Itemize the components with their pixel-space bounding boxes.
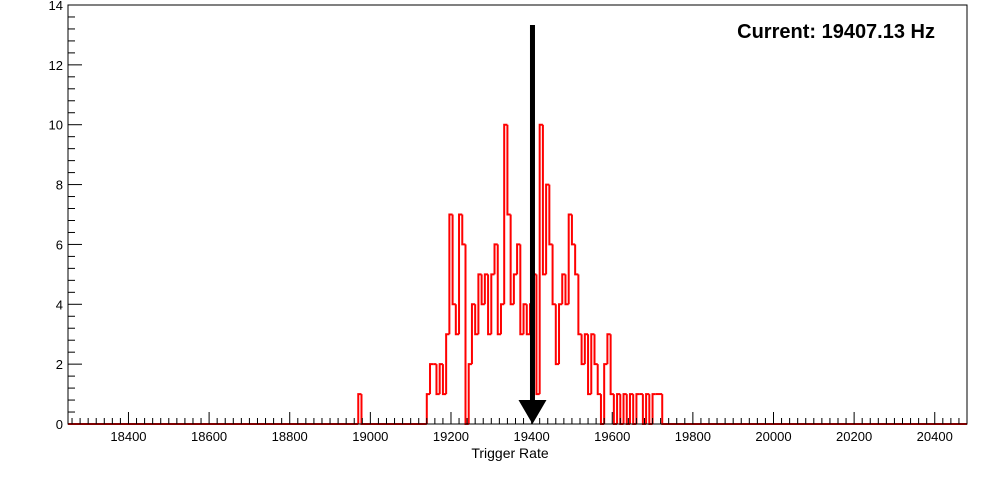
- histogram-bin: [596, 364, 601, 396]
- histogram-bin: [587, 334, 592, 396]
- histogram-bin: [512, 273, 518, 305]
- histogram-bin: [580, 334, 585, 366]
- x-tick-label: 20200: [836, 429, 872, 444]
- histogram-bin: [635, 393, 640, 424]
- x-tick-label: 18400: [110, 429, 146, 444]
- histogram-bin: [561, 273, 566, 305]
- histogram-bin: [425, 393, 431, 424]
- histogram-bin: [461, 214, 466, 246]
- arrow-head: [518, 400, 547, 424]
- y-tick-label: 10: [49, 118, 63, 133]
- histogram-bin: [590, 333, 595, 395]
- histogram-bin: [628, 393, 634, 424]
- x-tick-label: 20400: [917, 429, 953, 444]
- histogram-bin: [487, 274, 492, 336]
- histogram-bin: [609, 334, 614, 396]
- histogram-bin: [583, 333, 589, 365]
- histogram-bin: [567, 213, 572, 305]
- histogram-bin: [564, 274, 569, 306]
- histogram-bin: [493, 243, 498, 275]
- histogram-bin: [503, 123, 508, 305]
- histogram-bin: [509, 214, 514, 306]
- x-tick-label: 18600: [191, 429, 227, 444]
- y-tick-label: 8: [56, 178, 63, 193]
- histogram-bin: [451, 214, 456, 306]
- histogram-bin: [651, 393, 656, 424]
- histogram-bin: [480, 274, 485, 306]
- histogram-bin: [606, 333, 611, 365]
- current-rate-annotation: Current: 19407.13 Hz: [737, 21, 935, 43]
- histogram-bin: [496, 244, 501, 336]
- plot-frame: [67, 4, 968, 425]
- histogram-bin: [467, 363, 472, 424]
- histogram-bin: [541, 124, 547, 276]
- histogram-bin: [616, 393, 621, 424]
- histogram-bin: [593, 334, 598, 366]
- histogram-bin: [522, 303, 527, 335]
- x-tick-label: 20000: [755, 429, 791, 444]
- histogram-bin: [477, 273, 482, 335]
- x-axis-label: Trigger Rate: [471, 445, 549, 461]
- histogram-bin: [545, 183, 550, 275]
- y-tick-label: 0: [56, 417, 63, 432]
- y-axis: 0 2 4 6 8 10 12 14: [49, 0, 82, 432]
- y-tick-label: 4: [56, 297, 63, 312]
- histogram-bin: [474, 304, 479, 336]
- y-tick-label: 14: [49, 0, 63, 13]
- histogram-bin: [438, 363, 443, 395]
- histogram-bin: [516, 243, 521, 275]
- x-tick-label: 19000: [352, 429, 388, 444]
- x-tick-label: 19800: [675, 429, 711, 444]
- x-tick-label: 19200: [433, 429, 469, 444]
- histogram-bin: [506, 124, 511, 216]
- x-tick-label: 19600: [594, 429, 630, 444]
- histogram-bin: [603, 363, 608, 424]
- y-tick-label: 2: [56, 357, 63, 372]
- y-tick-label: 6: [56, 237, 63, 252]
- histogram-bin: [429, 363, 434, 395]
- histogram-bin: [519, 244, 524, 336]
- histogram-bin: [570, 214, 576, 246]
- histogram-bin: [448, 213, 453, 335]
- histogram-bin: [574, 244, 579, 276]
- histogram-bin: [538, 123, 543, 395]
- histogram-bin: [490, 273, 495, 335]
- y-tick-label: 12: [49, 58, 63, 73]
- histogram-bin: [470, 303, 476, 365]
- histogram-bin: [357, 393, 362, 424]
- histogram-bin: [454, 304, 460, 336]
- histogram-bin: [551, 244, 556, 306]
- histogram-bin: [554, 304, 560, 366]
- x-tick-label: 19400: [514, 429, 550, 444]
- histogram-bin: [441, 364, 447, 396]
- histogram-bin: [535, 274, 540, 396]
- current-rate-arrow: [518, 25, 547, 424]
- histogram-bin: [622, 393, 627, 424]
- histogram-bin: [483, 273, 489, 305]
- histogram-bin: [645, 393, 650, 424]
- histogram-bin: [525, 304, 530, 336]
- histogram-bin: [548, 184, 553, 246]
- x-tick-label: 18800: [272, 429, 308, 444]
- histogram-bin: [499, 303, 505, 335]
- histogram-bin: [435, 364, 440, 396]
- x-axis: 18400 18600 18800 19000 19200 19400 19600 19800…: [71, 412, 968, 444]
- histogram-bin: [558, 303, 563, 365]
- histogram-bin: [577, 274, 582, 336]
- histogram-bin: [458, 213, 463, 335]
- histogram-bin: [445, 333, 450, 395]
